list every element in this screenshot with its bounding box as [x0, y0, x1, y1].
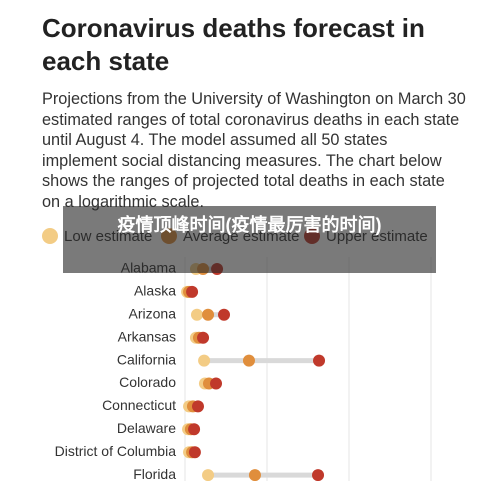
category-label: Connecticut — [102, 397, 176, 413]
overlay-banner: 疫情顶峰时间(疫情最厉害的时间) — [63, 206, 436, 273]
category-label: California — [117, 351, 176, 367]
chart-subtitle: Projections from the University of Washi… — [42, 90, 466, 211]
legend-swatch — [42, 228, 58, 244]
dot — [197, 331, 210, 344]
category-label: District of Columbia — [55, 443, 177, 459]
dot — [313, 354, 326, 367]
dot — [188, 423, 201, 436]
category-label: Colorado — [119, 374, 176, 390]
dot — [242, 354, 255, 367]
chart-title: Coronavirus deaths forecast in each stat… — [42, 13, 425, 76]
category-label: Delaware — [117, 420, 176, 436]
dot — [186, 285, 199, 298]
dot — [188, 446, 201, 459]
dot — [202, 308, 215, 321]
dot — [198, 354, 211, 367]
category-label: Alaska — [134, 283, 176, 299]
dot — [210, 377, 223, 390]
dot — [190, 308, 203, 321]
dot — [248, 469, 261, 481]
dot — [218, 308, 231, 321]
category-label: Florida — [133, 466, 176, 481]
dot — [312, 469, 325, 481]
category-label: Arkansas — [118, 328, 176, 344]
category-label: Arizona — [129, 306, 177, 322]
dot — [202, 469, 215, 481]
dot — [191, 400, 204, 413]
